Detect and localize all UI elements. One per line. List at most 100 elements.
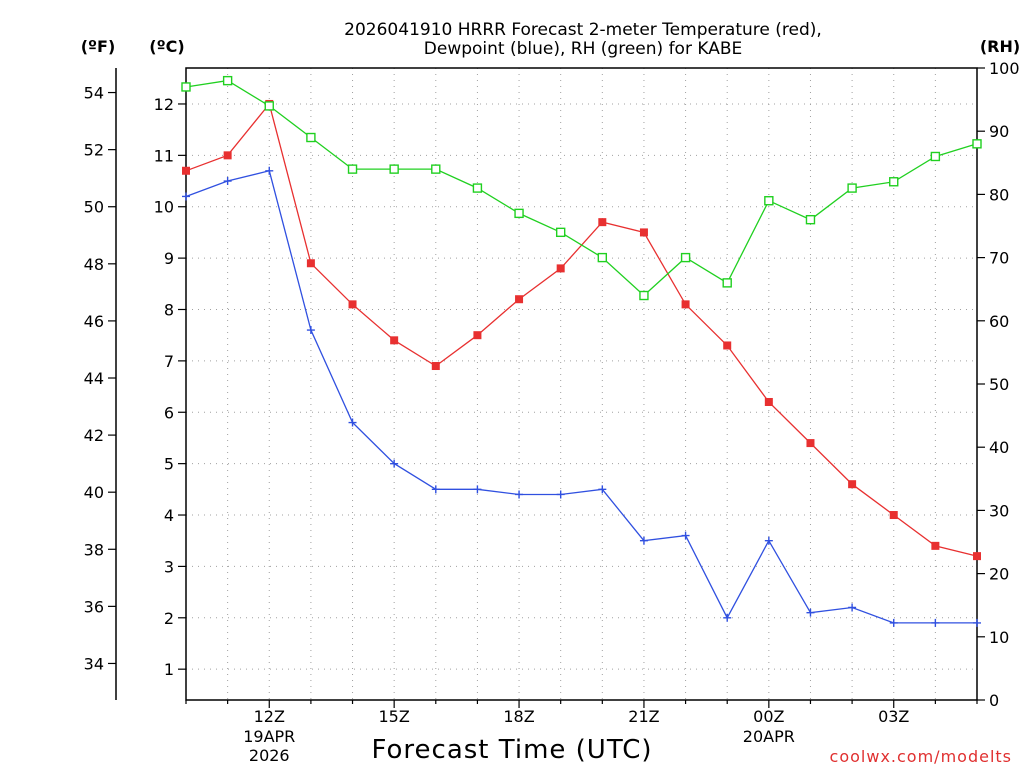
rh-point	[181, 82, 191, 92]
temperature-point	[806, 439, 815, 448]
axes-layer: 1234567891011123436384042444648505254010…	[84, 59, 1020, 765]
dewpoint-point	[848, 603, 857, 612]
celsius-tick-label: 1	[164, 660, 174, 679]
dewpoint-point	[639, 536, 648, 545]
temperature-point	[223, 151, 232, 160]
dewpoint-line	[185, 170, 977, 624]
temperature-line	[185, 102, 978, 557]
celsius-tick-label: 8	[164, 300, 174, 319]
x-axis-title: Forecast Time (UTC)	[371, 735, 652, 765]
rh-tick-label: 30	[989, 501, 1009, 520]
fahrenheit-tick-label: 50	[84, 198, 104, 217]
dewpoint-point	[306, 326, 315, 335]
fahrenheit-tick-label: 44	[84, 369, 104, 388]
temperature-point	[973, 552, 981, 561]
rh-tick-label: 100	[989, 59, 1020, 78]
rh-point	[472, 183, 483, 193]
temperature-point	[306, 259, 315, 268]
chart-title-line1: 2026041910 HRRR Forecast 2-meter Tempera…	[344, 20, 822, 40]
celsius-tick-label: 4	[164, 506, 174, 525]
temperature-point	[889, 511, 898, 520]
rh-tick-label: 40	[989, 438, 1009, 457]
rh-point	[764, 196, 774, 206]
rh-point	[805, 214, 816, 225]
dewpoint-point	[182, 192, 190, 201]
dewpoint-point	[390, 459, 399, 468]
dewpoint-point	[556, 490, 565, 499]
fahrenheit-tick-label: 52	[84, 141, 104, 160]
x-tick-year-label: 2026	[249, 746, 290, 765]
rh-point	[597, 252, 608, 263]
celsius-tick-label: 12	[154, 95, 174, 114]
rh-tick-label: 0	[989, 691, 999, 710]
temperature-point	[598, 218, 607, 227]
dewpoint-point	[515, 490, 524, 499]
celsius-tick-label: 2	[164, 609, 174, 628]
fahrenheit-tick-label: 34	[84, 654, 104, 673]
rh-tick-label: 50	[989, 375, 1009, 394]
temperature-point	[931, 541, 940, 550]
dewpoint-point	[806, 608, 815, 617]
rh-point	[680, 252, 691, 263]
dewpoint-point	[764, 536, 773, 545]
chart-title-line2: Dewpoint (blue), RH (green) for KABE	[424, 39, 742, 59]
celsius-tick-label: 5	[164, 455, 174, 474]
rh-point	[264, 101, 274, 111]
temperature-point	[681, 300, 690, 309]
plot-frame	[185, 67, 978, 701]
dewpoint-point	[598, 485, 607, 494]
dewpoint-point	[431, 485, 440, 494]
x-tick-label: 21Z	[628, 707, 659, 726]
rh-tick-label: 60	[989, 312, 1009, 331]
celsius-tick-label: 10	[154, 198, 174, 217]
rh-point	[431, 164, 441, 174]
temperature-point	[182, 166, 190, 175]
celsius-unit-label: (ºC)	[149, 37, 184, 56]
temperature-point	[848, 480, 857, 489]
dewpoint-point	[473, 485, 482, 494]
temperature-point	[473, 331, 482, 340]
rh-point	[306, 132, 316, 143]
fahrenheit-unit-label: (ºF)	[81, 37, 116, 56]
dewpoint-point	[223, 177, 232, 186]
fahrenheit-tick-label: 54	[84, 84, 104, 103]
rh-point	[930, 151, 941, 162]
fahrenheit-tick-label: 38	[84, 540, 104, 559]
rh-point	[889, 177, 899, 187]
temperature-point	[348, 300, 357, 309]
dewpoint-point	[931, 618, 940, 627]
rh-tick-label: 80	[989, 185, 1009, 204]
fahrenheit-tick-label: 46	[84, 312, 104, 331]
rh-point	[972, 139, 982, 149]
fahrenheit-tick-label: 40	[84, 483, 104, 502]
rh-point	[639, 290, 649, 301]
fahrenheit-tick-label: 48	[84, 255, 104, 274]
fahrenheit-tick-label: 36	[84, 597, 104, 616]
x-tick-date-label: 19APR	[243, 727, 295, 746]
x-tick-label: 03Z	[878, 707, 909, 726]
rh-tick-label: 10	[989, 628, 1009, 647]
temperature-point	[764, 397, 773, 406]
dewpoint-point	[348, 418, 357, 427]
dewpoint-point	[681, 531, 690, 540]
x-tick-label: 12Z	[254, 707, 285, 726]
dewpoint-point	[723, 613, 732, 622]
rh-point	[222, 75, 233, 86]
temperature-point	[515, 295, 524, 304]
dewpoint-point	[889, 618, 898, 627]
credit-link[interactable]: coolwx.com/modelts	[830, 747, 1012, 766]
celsius-tick-label: 6	[164, 403, 174, 422]
rh-tick-label: 70	[989, 249, 1009, 268]
series-layer	[181, 75, 982, 627]
x-tick-label: 18Z	[503, 707, 534, 726]
rh-point	[722, 278, 732, 288]
rh-point	[347, 164, 358, 174]
x-tick-label: 00Z	[753, 707, 784, 726]
x-tick-date-label: 20APR	[743, 727, 795, 746]
rh-point	[555, 227, 566, 238]
x-tick-label: 15Z	[378, 707, 409, 726]
temperature-point	[556, 264, 565, 273]
celsius-tick-label: 7	[164, 352, 174, 371]
dewpoint-point	[973, 618, 981, 627]
